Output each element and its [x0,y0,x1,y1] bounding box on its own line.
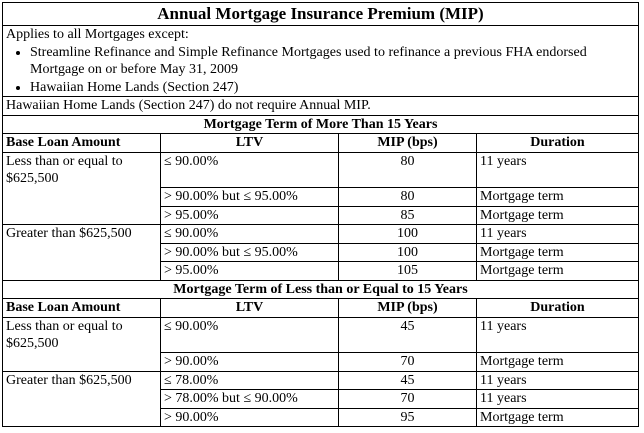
duration-cell: 11 years [476,316,639,353]
mip-document: Annual Mortgage Insurance Premium (MIP) … [2,2,639,427]
table-row: > 95.00% 85 Mortgage term [2,205,639,225]
exception-list: Streamline Refinance and Simple Refinanc… [6,44,635,97]
column-header-mip: MIP (bps) [338,133,477,153]
exception-item: Hawaiian Home Lands (Section 247) [30,79,635,97]
duration-cell: 11 years [476,224,639,244]
ltv-cell: ≤ 78.00% [160,370,339,390]
table-row: Greater than $625,500 ≤ 78.00% 45 11 years [2,370,639,390]
table-row: > 90.00% 95 Mortgage term [2,407,639,427]
table-row: Less than or equal to $625,500 ≤ 90.00% 80… [2,151,639,188]
base-loan-amount-cell: Greater than $625,500 [2,224,161,243]
base-loan-amount-cell: Less than or equal to $625,500 [2,151,161,188]
column-header-base: Base Loan Amount [2,298,161,318]
mip-bps-cell: 80 [338,187,477,207]
column-header-base: Base Loan Amount [2,133,161,153]
column-header-duration: Duration [476,133,639,153]
exception-item: Streamline Refinance and Simple Refinanc… [30,44,635,79]
duration-cell: 11 years [476,370,639,390]
ltv-cell: > 78.00% but ≤ 90.00% [160,389,339,409]
duration-cell: 11 years [476,151,639,188]
ltv-cell: > 95.00% [160,205,339,225]
table-row: > 90.00% 70 Mortgage term [2,352,639,372]
mip-bps-cell: 105 [338,261,477,281]
table-row: Greater than $625,500 ≤ 90.00% 100 11 years [2,224,639,244]
base-loan-amount-cell [2,206,161,225]
base-loan-amount-cell [2,261,161,281]
section-heading: Mortgage Term of Less than or Equal to 1… [2,279,639,299]
ltv-cell: > 90.00% but ≤ 95.00% [160,242,339,262]
column-header-ltv: LTV [160,133,339,153]
duration-cell: Mortgage term [476,261,639,281]
ltv-cell: ≤ 90.00% [160,224,339,244]
column-header-ltv: LTV [160,298,339,318]
mip-bps-cell: 95 [338,407,477,427]
duration-cell: Mortgage term [476,205,639,225]
mip-bps-cell: 80 [338,151,477,188]
duration-cell: Mortgage term [476,407,639,427]
ltv-cell: > 90.00% [160,352,339,372]
ltv-cell: ≤ 90.00% [160,316,339,353]
table-title: Annual Mortgage Insurance Premium (MIP) [2,2,639,26]
ltv-cell: > 90.00% [160,407,339,427]
mip-bps-cell: 100 [338,224,477,244]
applicability-note: Applies to all Mortgages except: Streaml… [2,25,639,97]
section-heading: Mortgage Term of More Than 15 Years [2,114,639,134]
mip-bps-cell: 70 [338,352,477,372]
mip-table: Annual Mortgage Insurance Premium (MIP) … [2,2,639,427]
base-loan-amount-cell [2,187,161,206]
table-row: > 95.00% 105 Mortgage term [2,261,639,281]
table-row: > 90.00% but ≤ 95.00% 80 Mortgage term [2,187,639,207]
table-row: > 78.00% but ≤ 90.00% 70 11 years [2,389,639,409]
mip-bps-cell: 45 [338,370,477,390]
applicability-lead: Applies to all Mortgages except: [6,27,189,42]
table-row: Less than or equal to $625,500 ≤ 90.00% 45… [2,316,639,353]
base-loan-amount-cell [2,408,161,427]
hawaiian-home-lands-note: Hawaiian Home Lands (Section 247) do not… [2,96,639,116]
duration-cell: 11 years [476,389,639,409]
base-loan-amount-cell [2,389,161,408]
duration-cell: Mortgage term [476,187,639,207]
table-row: > 90.00% but ≤ 95.00% 100 Mortgage term [2,242,639,262]
column-header-duration: Duration [476,298,639,318]
base-loan-amount-cell [2,352,161,372]
ltv-cell: > 90.00% but ≤ 95.00% [160,187,339,207]
column-header-mip: MIP (bps) [338,298,477,318]
duration-cell: Mortgage term [476,352,639,372]
ltv-cell: > 95.00% [160,261,339,281]
base-loan-amount-cell: Greater than $625,500 [2,370,161,390]
mip-bps-cell: 45 [338,316,477,353]
base-loan-amount-cell: Less than or equal to $625,500 [2,316,161,353]
mip-bps-cell: 100 [338,242,477,262]
duration-cell: Mortgage term [476,242,639,262]
mip-bps-cell: 70 [338,389,477,409]
mip-bps-cell: 85 [338,205,477,225]
base-loan-amount-cell [2,243,161,262]
ltv-cell: ≤ 90.00% [160,151,339,188]
